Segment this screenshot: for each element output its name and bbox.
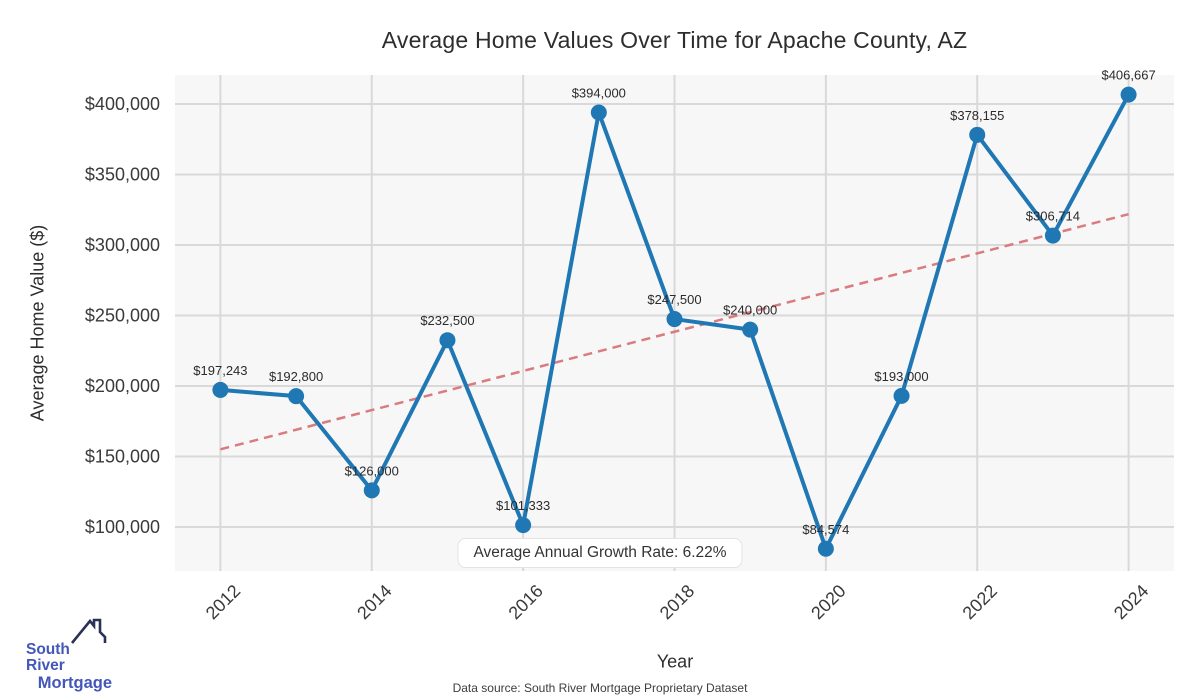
data-point <box>363 482 380 499</box>
y-tick-label: $100,000 <box>85 517 160 537</box>
x-tick-label: 2022 <box>959 581 1001 623</box>
x-tick-label: 2012 <box>202 581 244 623</box>
data-point-label: $394,000 <box>572 86 626 101</box>
x-tick-label: 2020 <box>807 581 849 623</box>
growth-rate-annotation: Average Annual Growth Rate: 6.22% <box>457 538 743 568</box>
y-tick-label: $200,000 <box>85 376 160 396</box>
data-point <box>439 332 456 349</box>
x-tick-label: 2018 <box>656 581 698 623</box>
y-tick-label: $250,000 <box>85 306 160 326</box>
trendline <box>220 212 1129 451</box>
data-point-label: $84,574 <box>802 522 849 537</box>
y-tick-label: $400,000 <box>85 94 160 114</box>
x-tick-label: 2016 <box>505 581 547 623</box>
logo-text-line2: Mortgage <box>37 673 112 692</box>
y-tick-label: $300,000 <box>85 235 160 255</box>
data-point-label: $193,000 <box>874 369 928 384</box>
data-point <box>817 540 834 557</box>
chart-title: Average Home Values Over Time for Apache… <box>381 27 968 53</box>
data-point <box>742 321 759 338</box>
data-point-label: $406,667 <box>1101 68 1155 83</box>
data-point <box>1044 227 1061 244</box>
data-point-label: $232,500 <box>420 313 474 328</box>
data-point <box>590 104 607 121</box>
data-point-label: $240,000 <box>723 303 777 318</box>
data-point <box>969 126 986 143</box>
data-source-footer: Data source: South River Mortgage Propri… <box>452 681 748 695</box>
house-roof-icon <box>71 618 107 644</box>
data-point-label: $192,800 <box>269 369 323 384</box>
data-point-label: $101,333 <box>496 498 550 513</box>
data-point <box>288 388 305 405</box>
data-point <box>666 311 683 328</box>
logo: South River Mortgage <box>26 617 112 692</box>
data-point-label: $378,155 <box>950 108 1004 123</box>
data-point-label: $306,714 <box>1026 209 1080 224</box>
data-point <box>212 381 229 398</box>
y-tick-label: $350,000 <box>85 165 160 185</box>
data-point <box>515 517 532 534</box>
data-point-label: $197,243 <box>193 363 247 378</box>
y-tick-label: $150,000 <box>85 447 160 467</box>
x-axis-label: Year <box>656 651 694 672</box>
data-point-label: $247,500 <box>647 292 701 307</box>
data-point <box>893 387 910 404</box>
data-point <box>1120 86 1137 103</box>
logo-text-line1: South River <box>26 641 70 675</box>
data-point-label: $126,000 <box>345 463 399 478</box>
x-tick-label: 2024 <box>1110 581 1152 623</box>
x-tick-label: 2014 <box>353 581 395 623</box>
